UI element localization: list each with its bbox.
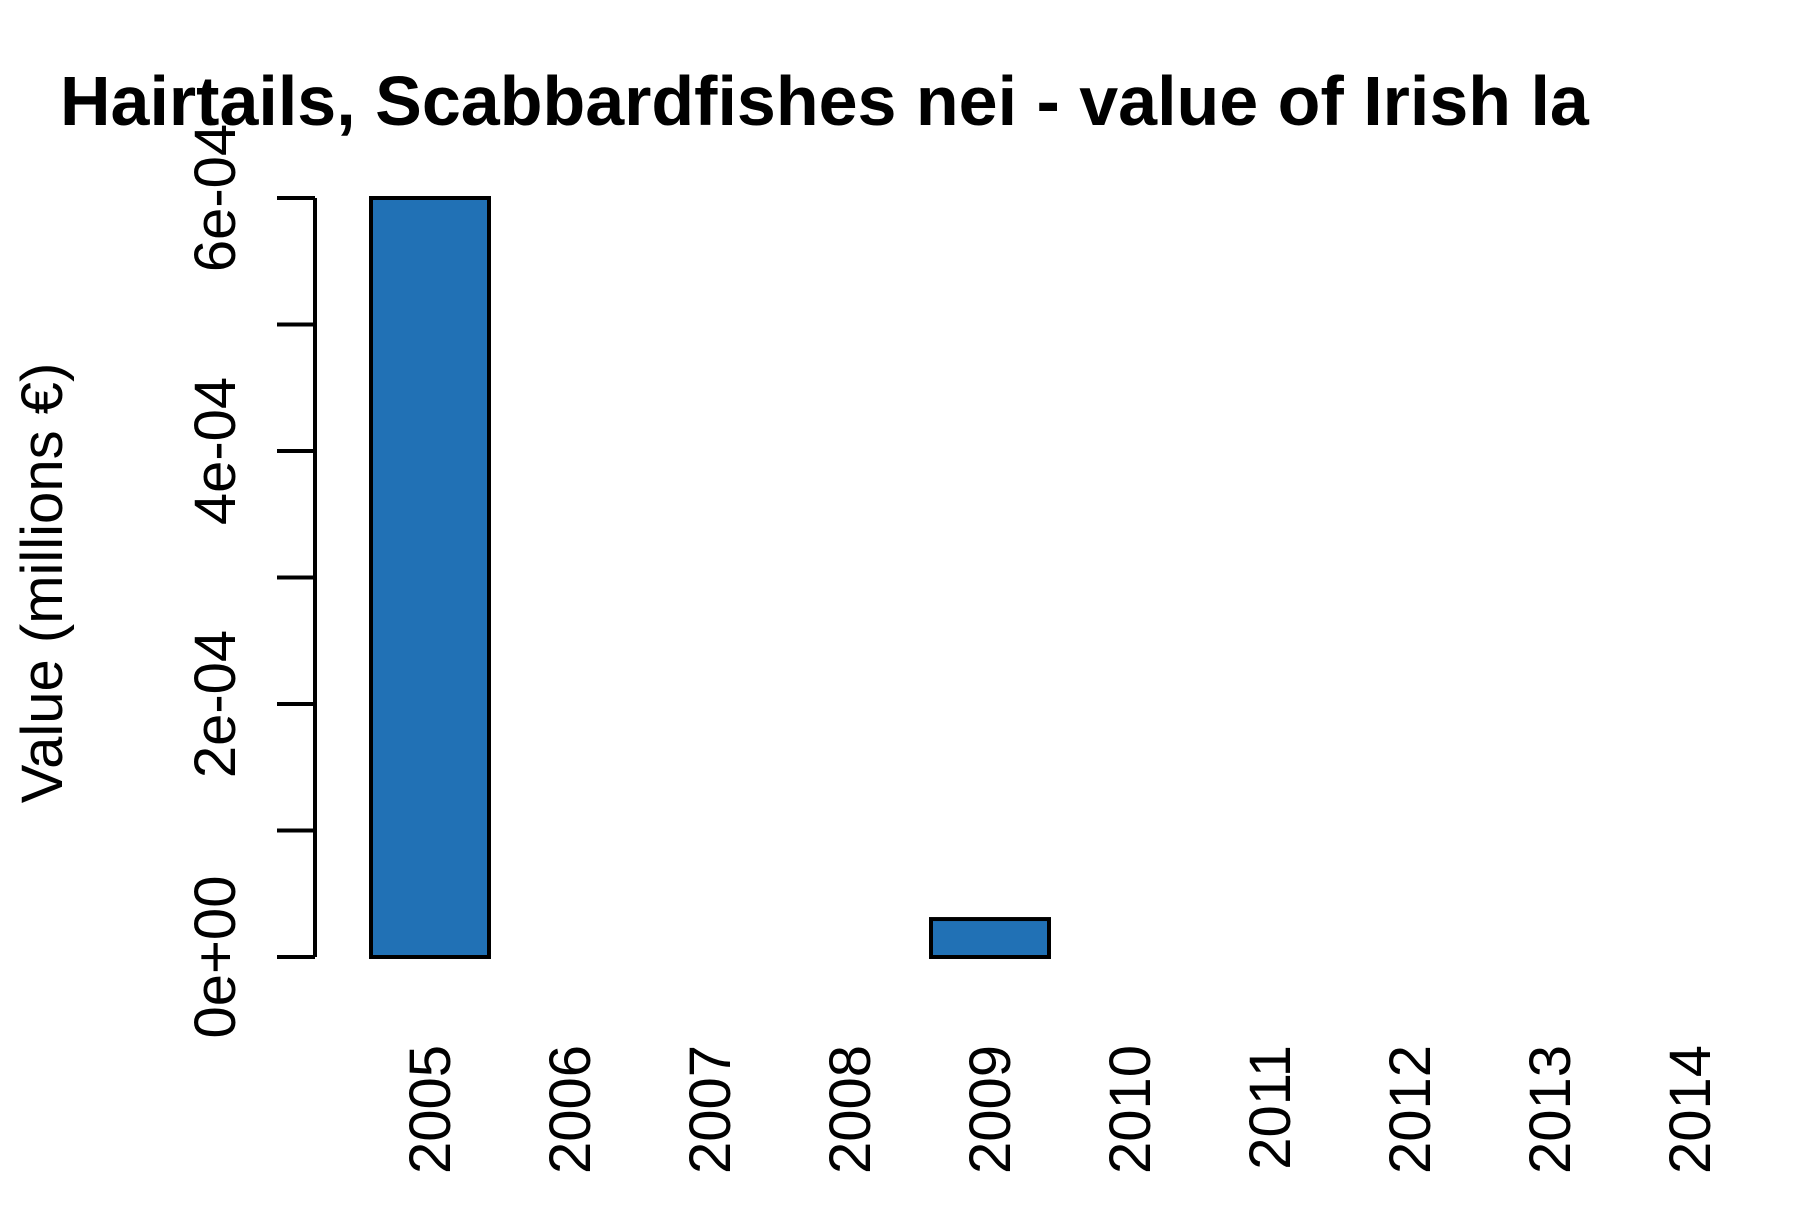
y-tick-label: 6e-04	[183, 124, 248, 272]
plot-area: 0e+00 2e-04 4e-04 6e-04 2005 2006 2007 2008 2009…	[183, 124, 1723, 1174]
x-tick-label: 2011	[1238, 1045, 1303, 1170]
x-tick-label: 2013	[1518, 1045, 1583, 1174]
y-axis-label: Value (millions €)	[10, 363, 75, 804]
x-tick-label: 2014	[1658, 1045, 1723, 1174]
x-tick-label: 2006	[538, 1045, 603, 1174]
bar	[369, 196, 491, 959]
x-tick-label: 2010	[1098, 1045, 1163, 1174]
x-tick-label: 2007	[678, 1045, 743, 1174]
y-tick-label: 4e-04	[183, 377, 248, 525]
y-tick-label: 0e+00	[183, 876, 248, 1039]
x-tick-label: 2008	[818, 1045, 883, 1174]
x-tick-label: 2012	[1378, 1045, 1443, 1174]
x-tick-label: 2005	[398, 1045, 463, 1174]
bar	[929, 917, 1051, 959]
x-tick-label: 2009	[958, 1045, 1023, 1174]
y-tick-label: 2e-04	[183, 630, 248, 778]
chart-title: Hairtails, Scabbardfishes nei - value of…	[60, 62, 1590, 140]
